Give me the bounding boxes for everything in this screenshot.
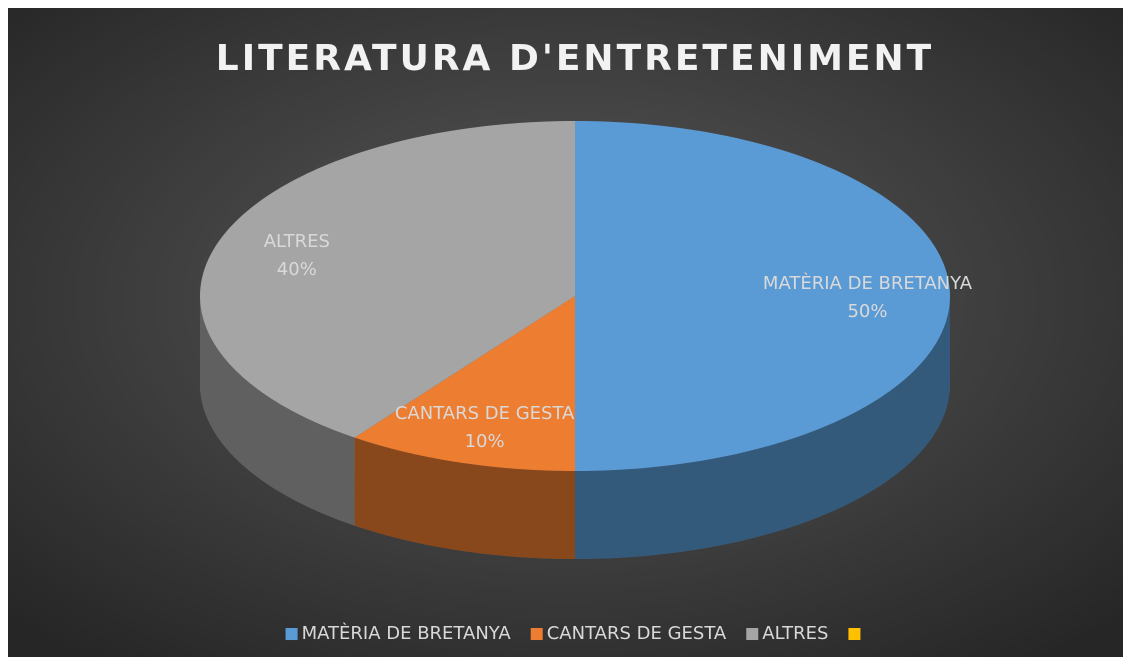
slice-category-label: CANTARS DE GESTA — [395, 403, 575, 424]
pie-sides — [200, 296, 950, 559]
legend-swatch — [746, 628, 759, 640]
slice — [354, 296, 575, 471]
legend-swatch — [530, 628, 543, 640]
pie-tops — [200, 121, 950, 471]
slice-side-shade — [200, 296, 355, 526]
legend-label: CANTARS DE GESTA — [547, 623, 727, 644]
slice-side-shade — [575, 296, 950, 559]
legend-swatch — [285, 628, 298, 640]
slice-value-label: 10% — [465, 431, 505, 452]
slice-category-label: MATÈRIA DE BRETANYA — [763, 272, 973, 294]
legend-label: ALTRES — [762, 623, 828, 644]
slice-side — [354, 437, 575, 559]
slice-value-label: 40% — [277, 259, 317, 280]
legend-label: MATÈRIA DE BRETANYA — [302, 622, 512, 644]
legend: MATÈRIA DE BRETANYA CANTARS DE GESTA ALTRE… — [285, 622, 861, 644]
slice-category-label: ALTRES — [264, 231, 330, 252]
slice-value-label: 50% — [847, 301, 887, 322]
slice-side — [575, 296, 950, 559]
slice — [200, 121, 575, 438]
data-labels: MATÈRIA DE BRETANYA 50% CANTARS DE GESTA 10… — [264, 231, 973, 452]
legend-swatch — [848, 628, 861, 640]
slice-side — [200, 296, 355, 526]
chart-title: LITERATURA D'ENTRETENIMENT — [216, 38, 934, 79]
slice-side-shade — [354, 437, 575, 559]
slice — [575, 121, 950, 471]
